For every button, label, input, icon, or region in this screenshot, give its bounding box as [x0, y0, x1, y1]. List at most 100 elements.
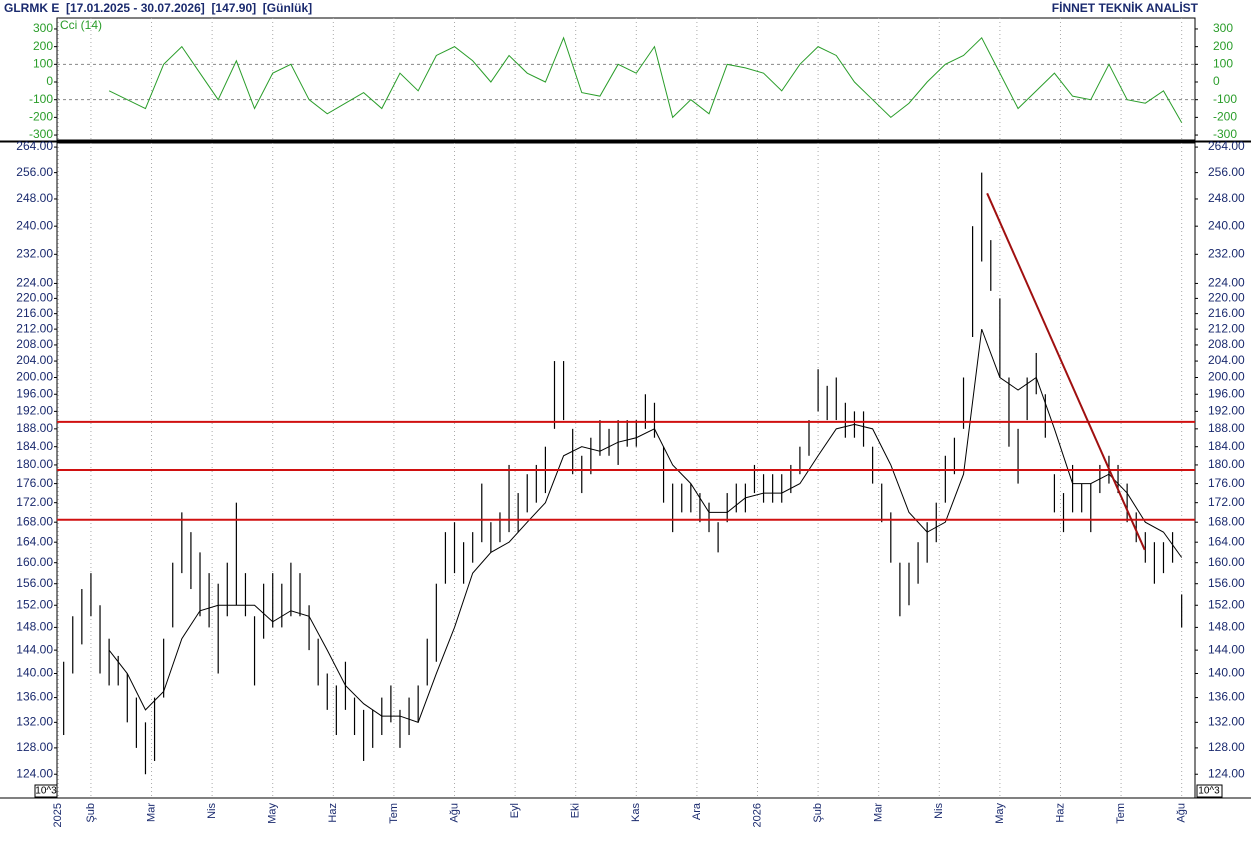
y-tick-label: 200: [1213, 39, 1233, 53]
x-tick-label: Haz: [327, 803, 339, 823]
y-tick-label: 232.00: [16, 246, 53, 260]
y-tick-label: 100: [33, 56, 53, 70]
y-tick-label: 132.00: [1208, 715, 1245, 729]
y-tick-label: 196.00: [16, 386, 53, 400]
moving-average: [108, 328, 1183, 723]
y-tick-label: 220.00: [16, 291, 53, 305]
x-tick-label: Tem: [1115, 803, 1127, 824]
y-tick-label: 144.00: [16, 642, 53, 656]
y-tick-label: -100: [29, 92, 53, 106]
y-tick-label: 148.00: [16, 620, 53, 634]
y-tick-label: 192.00: [16, 404, 53, 418]
y-tick-label: 156.00: [16, 576, 53, 590]
y-tick-label: 220.00: [1208, 291, 1245, 305]
y-tick-label: 176.00: [16, 476, 53, 490]
y-tick-label: 264.00: [16, 139, 53, 153]
y-tick-label: 128.00: [16, 740, 53, 754]
y-tick-label: 248.00: [16, 191, 53, 205]
y-tick-label: 200.00: [1208, 370, 1245, 384]
y-tick-label: 184.00: [16, 439, 53, 453]
y-tick-label: 0: [1213, 74, 1220, 88]
y-tick-label: 160.00: [1208, 555, 1245, 569]
x-tick-label: Şub: [812, 803, 824, 823]
x-tick-label: May: [994, 803, 1006, 824]
y-tick-label: 168.00: [1208, 514, 1245, 528]
y-tick-label: 192.00: [1208, 404, 1245, 418]
y-tick-label: 168.00: [16, 514, 53, 528]
y-tick-label: 208.00: [16, 337, 53, 351]
y-tick-label: 224.00: [16, 276, 53, 290]
cci-label: Cci (14): [60, 18, 102, 32]
x-tick-label: 2026: [751, 803, 763, 827]
y-tick-label: 188.00: [1208, 421, 1245, 435]
x-tick-label: Nis: [933, 803, 945, 819]
x-tick-label: Ağu: [448, 803, 460, 823]
y-tick-label: 144.00: [1208, 642, 1245, 656]
y-tick-label: 224.00: [1208, 276, 1245, 290]
unit-label: 10^3: [35, 786, 57, 797]
y-tick-label: 200: [33, 39, 53, 53]
y-tick-label: 160.00: [16, 555, 53, 569]
x-tick-label: 2025: [52, 803, 64, 827]
y-tick-label: 208.00: [1208, 337, 1245, 351]
x-tick-label: Ağu: [1176, 803, 1188, 823]
y-tick-label: 300: [1213, 21, 1233, 35]
y-tick-label: 240.00: [16, 218, 53, 232]
y-tick-label: 248.00: [1208, 191, 1245, 205]
y-tick-label: 164.00: [16, 534, 53, 548]
y-tick-label: 132.00: [16, 715, 53, 729]
y-tick-label: 232.00: [1208, 246, 1245, 260]
y-tick-label: 140.00: [1208, 666, 1245, 680]
x-tick-label: Kas: [630, 803, 642, 822]
y-tick-label: 176.00: [1208, 476, 1245, 490]
y-tick-label: 300: [33, 21, 53, 35]
x-tick-label: Haz: [1054, 803, 1066, 823]
y-tick-label: 188.00: [16, 421, 53, 435]
y-tick-label: -300: [1213, 127, 1237, 141]
y-tick-label: 100: [1213, 56, 1233, 70]
y-tick-label: 196.00: [1208, 386, 1245, 400]
x-tick-label: Tem: [388, 803, 400, 824]
y-tick-label: 152.00: [16, 597, 53, 611]
x-tick-label: Ara: [691, 802, 703, 820]
y-tick-label: 140.00: [16, 666, 53, 680]
y-tick-label: 172.00: [1208, 495, 1245, 509]
y-tick-label: 204.00: [1208, 353, 1245, 367]
cci-panel: [56, 17, 1196, 141]
y-tick-label: 136.00: [1208, 690, 1245, 704]
y-tick-label: 200.00: [16, 370, 53, 384]
x-tick-label: Eki: [570, 803, 582, 818]
y-tick-label: -200: [29, 110, 53, 124]
y-tick-label: 172.00: [16, 495, 53, 509]
y-tick-label: 264.00: [1208, 139, 1245, 153]
cci-line: [108, 36, 1183, 123]
x-tick-label: Mar: [873, 803, 885, 822]
y-tick-label: 164.00: [1208, 534, 1245, 548]
y-tick-label: -200: [1213, 110, 1237, 124]
y-tick-label: -100: [1213, 92, 1237, 106]
x-tick-label: Şub: [85, 803, 97, 823]
y-tick-label: 216.00: [1208, 306, 1245, 320]
y-tick-label: 184.00: [1208, 439, 1245, 453]
y-tick-label: 156.00: [1208, 576, 1245, 590]
y-tick-label: 180.00: [1208, 457, 1245, 471]
y-tick-label: 148.00: [1208, 620, 1245, 634]
brand: FİNNET TEKNİK ANALİST: [1052, 0, 1199, 15]
y-tick-label: 124.00: [16, 766, 53, 780]
y-tick-label: 0: [46, 74, 53, 88]
y-tick-label: 212.00: [16, 321, 53, 335]
y-tick-label: 128.00: [1208, 740, 1245, 754]
unit-box: [34, 784, 58, 798]
unit-label: 10^3: [1198, 786, 1220, 797]
trend-line: [986, 192, 1146, 551]
y-tick-label: 256.00: [1208, 165, 1245, 179]
x-tick-label: Nis: [206, 803, 218, 819]
y-tick-label: 124.00: [1208, 766, 1245, 780]
x-tick-label: Mar: [145, 803, 157, 822]
y-tick-label: 216.00: [16, 306, 53, 320]
y-tick-label: 136.00: [16, 690, 53, 704]
unit-box: [1196, 784, 1223, 798]
